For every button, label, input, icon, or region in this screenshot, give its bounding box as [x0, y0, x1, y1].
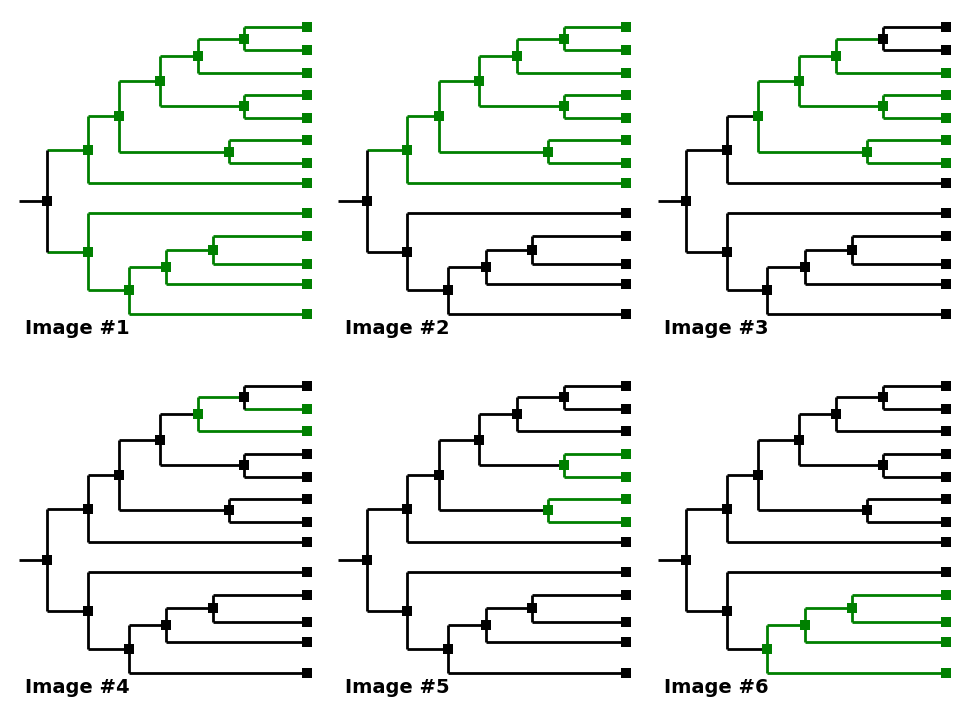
- Text: Image #3: Image #3: [664, 319, 768, 338]
- Text: Image #2: Image #2: [345, 319, 450, 338]
- Text: Image #5: Image #5: [345, 678, 450, 697]
- Text: Image #1: Image #1: [25, 319, 130, 338]
- Text: Image #6: Image #6: [664, 678, 768, 697]
- Text: Image #4: Image #4: [25, 678, 130, 697]
